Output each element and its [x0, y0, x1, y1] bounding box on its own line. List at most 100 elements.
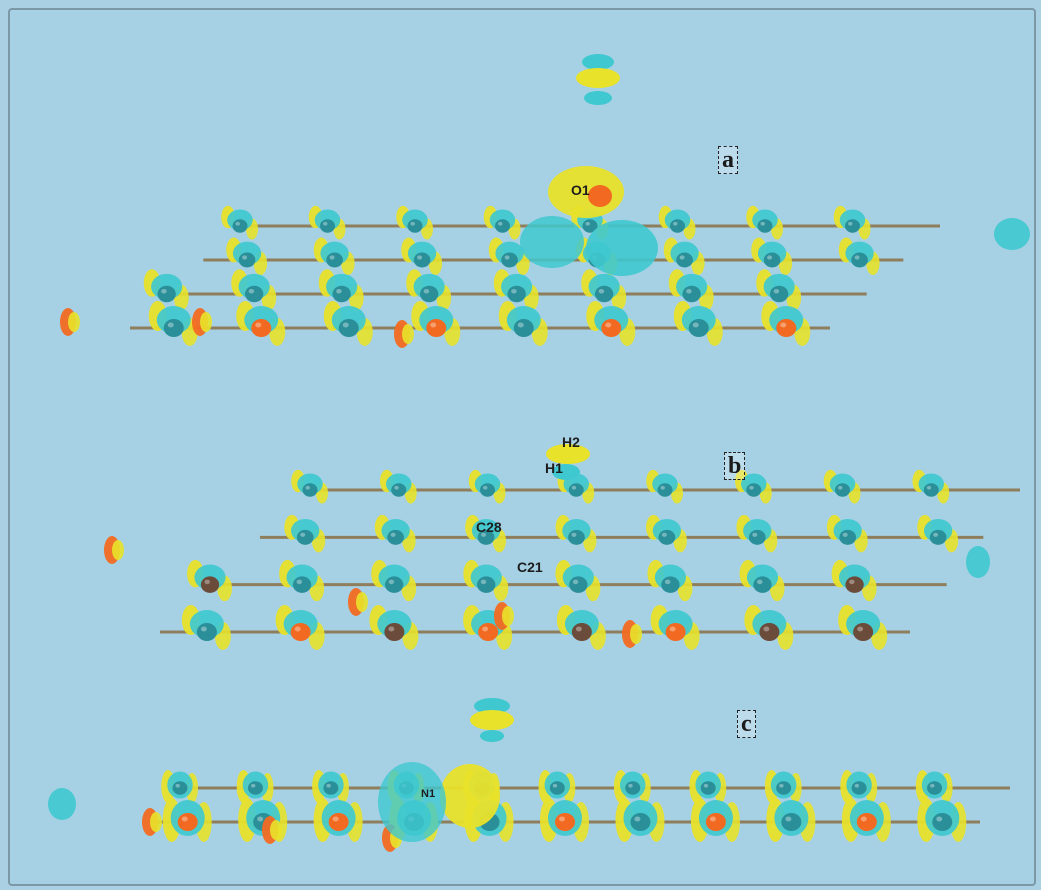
edge-lobe	[994, 218, 1030, 250]
atom-core	[781, 813, 802, 831]
atom-highlight	[481, 532, 487, 537]
atom-highlight	[423, 288, 430, 294]
atom-core	[302, 483, 318, 497]
atom-highlight	[342, 322, 349, 328]
atom-highlight	[294, 626, 301, 632]
atom-highlight	[517, 322, 524, 328]
atom-core	[338, 319, 359, 337]
atom-core	[478, 623, 499, 641]
figure-frame: a b c O1 H2 H1 C28 C21 N1	[8, 8, 1036, 886]
panel-label-a: a	[718, 146, 738, 174]
atom-highlight	[936, 816, 943, 822]
atom-core	[238, 252, 256, 268]
atom-highlight	[296, 579, 303, 585]
atom-highlight	[161, 288, 167, 294]
atom-core	[480, 483, 495, 497]
edge-lobe	[630, 624, 642, 644]
atom-highlight	[673, 221, 678, 226]
atom-highlight	[305, 485, 310, 490]
atom-core	[682, 285, 701, 303]
atom-core	[770, 285, 789, 303]
atom-label-n1: N1	[421, 788, 436, 800]
atom-highlight	[511, 288, 517, 294]
edge-lobe	[966, 546, 990, 578]
edge-lobe	[402, 324, 414, 344]
atom-core	[776, 781, 792, 795]
atom-highlight	[552, 783, 558, 788]
atom-highlight	[780, 322, 787, 328]
atom-highlight	[848, 221, 853, 226]
atom-core	[658, 529, 676, 545]
atom-core	[555, 813, 575, 831]
molecule-lobe	[480, 730, 504, 742]
atom-core	[748, 529, 766, 545]
atom-highlight	[605, 322, 612, 328]
atom-highlight	[250, 783, 256, 788]
atom-core	[759, 623, 780, 641]
oxygen-atom	[588, 185, 612, 207]
atom-core	[232, 219, 248, 233]
atom-highlight	[326, 783, 331, 788]
atom-core	[856, 813, 877, 831]
atom-core	[929, 529, 947, 545]
atom-core	[625, 781, 641, 795]
atom-core	[595, 285, 614, 303]
atom-highlight	[763, 626, 770, 632]
atom-highlight	[430, 322, 437, 328]
atom-core	[495, 219, 510, 233]
atom-core	[290, 623, 311, 641]
edge-lobe	[68, 312, 80, 332]
atom-core	[839, 529, 857, 545]
atom-core	[196, 623, 217, 641]
atom-core	[923, 483, 939, 497]
atom-core	[630, 813, 651, 831]
molecule-lobe	[474, 698, 510, 714]
atom-highlight	[926, 485, 932, 490]
adsorbate-lobe	[440, 764, 500, 828]
atom-core	[688, 319, 709, 337]
atom-highlight	[482, 626, 489, 632]
atom-highlight	[749, 485, 754, 490]
atom-core	[477, 576, 496, 593]
atom-highlight	[235, 221, 240, 226]
atom-core	[845, 219, 860, 233]
atom-highlight	[767, 255, 773, 260]
atom-highlight	[323, 221, 328, 226]
edge-lobe	[48, 788, 76, 820]
atom-core	[391, 483, 407, 497]
adsorbate-lobe	[378, 762, 446, 842]
atom-highlight	[752, 532, 758, 537]
atom-highlight	[388, 579, 395, 585]
atom-core	[853, 623, 874, 641]
atom-highlight	[686, 288, 692, 294]
adsorbate-lobe	[520, 216, 584, 268]
atom-highlight	[175, 783, 180, 788]
atom-highlight	[660, 485, 665, 490]
atom-core	[835, 483, 850, 497]
atom-highlight	[181, 816, 188, 822]
atom-highlight	[669, 626, 676, 632]
atom-highlight	[854, 255, 860, 260]
atom-highlight	[329, 255, 335, 260]
atom-highlight	[634, 816, 641, 822]
atom-label-c28: C28	[476, 519, 502, 535]
atom-highlight	[559, 816, 565, 822]
atom-core	[670, 219, 685, 233]
atom-highlight	[390, 532, 396, 537]
atom-core	[665, 623, 686, 641]
atom-core	[413, 252, 431, 268]
atom-highlight	[760, 221, 765, 226]
atom-highlight	[410, 221, 415, 226]
atom-highlight	[664, 579, 671, 585]
isosurface-scene	[48, 54, 1030, 852]
atom-highlight	[394, 485, 399, 490]
atom-core	[513, 319, 534, 337]
molecule-lobe	[470, 710, 514, 730]
atom-highlight	[854, 783, 860, 788]
atom-label-h2: H2	[562, 434, 580, 450]
atom-highlight	[167, 322, 174, 328]
atom-highlight	[785, 816, 792, 822]
atom-highlight	[692, 322, 699, 328]
atom-highlight	[585, 221, 590, 226]
atom-core	[501, 252, 518, 268]
